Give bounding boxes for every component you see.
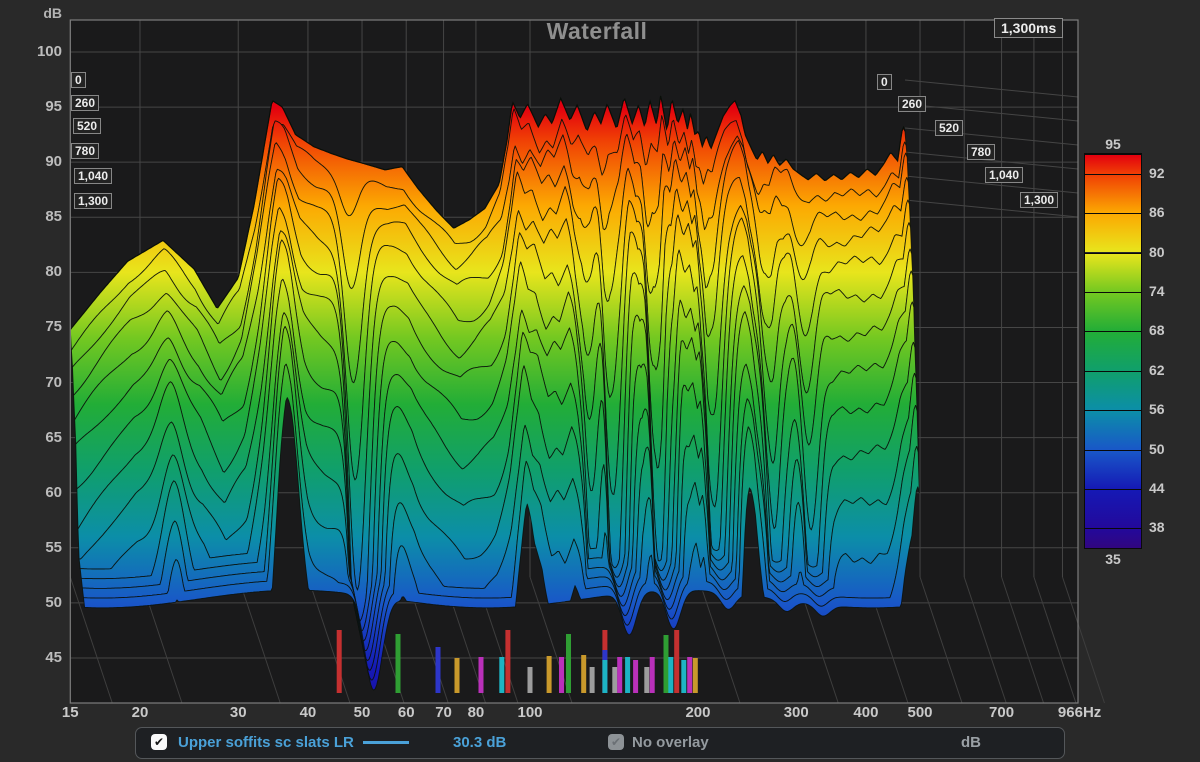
freq-tick-label: 966Hz bbox=[1040, 704, 1120, 721]
mode-marker-bar bbox=[617, 657, 622, 693]
freq-tick-label: 20 bbox=[100, 704, 180, 721]
colorbar-tick-label: 56 bbox=[1149, 401, 1189, 417]
colorbar-segment bbox=[1085, 253, 1141, 292]
freq-tick-label: 15 bbox=[30, 704, 110, 721]
colorbar-segment bbox=[1085, 213, 1141, 252]
mode-marker-bar bbox=[681, 660, 686, 693]
measurement-line-sample bbox=[363, 741, 409, 744]
time-slice-label-right: 0 bbox=[877, 74, 892, 90]
mode-marker-bar bbox=[625, 657, 630, 693]
colorbar-tick-label: 38 bbox=[1149, 519, 1189, 535]
db-tick-label: 65 bbox=[14, 429, 62, 446]
mode-marker-bar bbox=[499, 657, 504, 693]
colorbar-segment bbox=[1085, 371, 1141, 410]
page-title: Waterfall bbox=[547, 18, 648, 45]
colorbar-segment bbox=[1085, 489, 1141, 528]
mode-marker-bar bbox=[337, 630, 342, 693]
db-tick-label: 85 bbox=[14, 208, 62, 225]
time-slice-label-left: 780 bbox=[71, 143, 99, 159]
db-tick-label: 70 bbox=[14, 374, 62, 391]
colorbar-tick-label: 44 bbox=[1149, 480, 1189, 496]
colorbar-tick-label: 68 bbox=[1149, 322, 1189, 338]
colorbar-segment bbox=[1085, 528, 1141, 548]
y-axis-unit-label: dB bbox=[26, 5, 62, 21]
db-tick-label: 45 bbox=[14, 649, 62, 666]
colorbar-segment bbox=[1085, 331, 1141, 370]
mode-marker-bar bbox=[687, 657, 692, 693]
colorbar-segment bbox=[1085, 174, 1141, 213]
mode-marker-bar bbox=[590, 667, 595, 693]
mode-marker-bar bbox=[505, 630, 510, 693]
colorbar-top-label: 95 bbox=[1085, 136, 1141, 152]
colorbar-tick-label: 50 bbox=[1149, 441, 1189, 457]
colorbar-tick-label: 92 bbox=[1149, 165, 1189, 181]
freq-tick-label: 100 bbox=[490, 704, 570, 721]
db-tick-label: 100 bbox=[14, 43, 62, 60]
freq-tick-label: 700 bbox=[962, 704, 1042, 721]
mode-marker-bar bbox=[566, 634, 571, 693]
freq-tick-label: 30 bbox=[198, 704, 278, 721]
mode-marker-bar bbox=[633, 660, 638, 693]
db-tick-label: 50 bbox=[14, 594, 62, 611]
waterfall-chart-canvas[interactable] bbox=[0, 0, 1200, 762]
mode-marker-bar bbox=[528, 667, 533, 693]
freq-tick-label: 500 bbox=[880, 704, 960, 721]
mode-marker-bar bbox=[396, 634, 401, 693]
time-slice-label-left: 260 bbox=[71, 95, 99, 111]
time-slice-label-right: 520 bbox=[935, 120, 963, 136]
mode-marker-bar bbox=[547, 656, 552, 693]
mode-marker-bar bbox=[650, 657, 655, 693]
db-tick-label: 90 bbox=[14, 153, 62, 170]
mode-marker-bar bbox=[612, 667, 617, 693]
overlay-label[interactable]: No overlay bbox=[632, 734, 709, 751]
mode-marker-bar bbox=[436, 647, 441, 693]
mode-marker-bar bbox=[581, 655, 586, 693]
measurement-label[interactable]: Upper soffits sc slats LR bbox=[178, 734, 354, 751]
mode-marker-bar bbox=[674, 630, 679, 693]
mode-marker-bar bbox=[664, 635, 669, 693]
time-slice-label-left: 1,300 bbox=[74, 193, 112, 209]
mode-marker-bar bbox=[479, 657, 484, 693]
mode-marker-bar bbox=[455, 658, 460, 693]
freq-tick-label: 200 bbox=[658, 704, 738, 721]
colorbar-bottom-label: 35 bbox=[1085, 551, 1141, 567]
mode-marker-bar bbox=[602, 660, 607, 693]
colorbar-segment bbox=[1085, 154, 1141, 174]
colorbar-segment bbox=[1085, 292, 1141, 331]
mode-marker-bar bbox=[693, 658, 698, 693]
time-slice-label-left: 0 bbox=[71, 72, 86, 88]
db-tick-label: 75 bbox=[14, 318, 62, 335]
colorbar-tick-label: 86 bbox=[1149, 204, 1189, 220]
time-axis-end-label: 1,300ms bbox=[994, 18, 1063, 38]
measurement-value: 30.3 dB bbox=[453, 734, 533, 751]
colorbar-tick-label: 74 bbox=[1149, 283, 1189, 299]
mode-marker-bar bbox=[668, 657, 673, 693]
time-slice-label-right: 260 bbox=[898, 96, 926, 112]
db-tick-label: 60 bbox=[14, 484, 62, 501]
mode-marker-bar bbox=[559, 657, 564, 693]
time-slice-label-right: 1,300 bbox=[1020, 192, 1058, 208]
colorbar bbox=[1085, 154, 1141, 548]
check-icon: ✔ bbox=[154, 735, 164, 749]
time-slice-label-right: 780 bbox=[967, 144, 995, 160]
colorbar-tick-label: 62 bbox=[1149, 362, 1189, 378]
time-slice-label-left: 520 bbox=[73, 118, 101, 134]
time-slice-label-left: 1,040 bbox=[74, 168, 112, 184]
freq-tick-label: 300 bbox=[756, 704, 836, 721]
mode-marker-bar bbox=[644, 667, 649, 693]
overlay-checkbox[interactable]: ✔ bbox=[608, 734, 624, 750]
db-tick-label: 95 bbox=[14, 98, 62, 115]
check-icon: ✔ bbox=[611, 735, 621, 749]
db-tick-label: 55 bbox=[14, 539, 62, 556]
colorbar-tick-label: 80 bbox=[1149, 244, 1189, 260]
colorbar-segment bbox=[1085, 410, 1141, 449]
time-slice-label-right: 1,040 bbox=[985, 167, 1023, 183]
legend-unit-label: dB bbox=[961, 734, 981, 751]
measurement-checkbox[interactable]: ✔ bbox=[151, 734, 167, 750]
colorbar-segment bbox=[1085, 450, 1141, 489]
legend-bar: ✔ Upper soffits sc slats LR 30.3 dB ✔ No… bbox=[135, 727, 1065, 759]
db-tick-label: 80 bbox=[14, 263, 62, 280]
